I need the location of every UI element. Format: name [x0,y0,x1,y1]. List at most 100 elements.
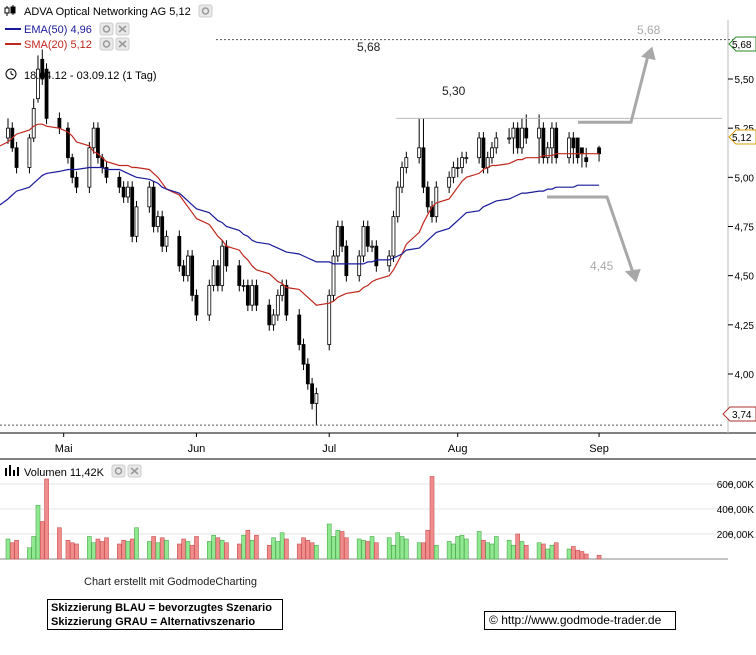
volume-bar [301,537,306,560]
volume-bar [523,544,529,560]
candle-down [344,245,349,277]
volume-bar [489,543,495,560]
volume-bar [386,537,392,560]
volume-bar [164,539,169,560]
y-tick-label: 4,00 [735,370,755,381]
y-tick-label: 4,25 [735,321,755,332]
volume-bar [459,534,465,560]
volume-bar [305,539,311,560]
volume-bar [159,537,165,560]
candle-up [507,137,512,140]
volume-bar [476,531,482,560]
volume-bar [254,534,259,560]
copyright-icon: © [489,613,498,627]
volume-bar [331,536,336,560]
volume-tick-label: 600,00K [717,480,755,491]
x-tick-label: Sep [589,443,609,455]
volume-bar [249,539,255,560]
close-icon[interactable] [115,37,130,51]
candles [6,49,601,426]
target-down-label: 4,45 [590,259,614,273]
candle-down [301,344,306,365]
volume-bar [177,543,182,560]
volume-bar [155,542,161,560]
date-range: 18.04.12 - 03.09.12 (1 Tag) [24,70,157,82]
candle-up [241,285,246,287]
y-tick-label: 4,75 [735,223,755,234]
candle-down [121,186,126,198]
settings-icon[interactable] [111,464,126,478]
price-tag-target: 5,68 [728,36,756,52]
candle-down [267,304,272,326]
volume-bar [579,551,585,560]
candle-down [151,186,156,227]
volume-label: Volumen 11,42K [24,467,105,479]
volume-header: Volumen 11,42K [5,464,142,479]
volume-bar [399,536,405,560]
candle-down [374,245,379,267]
volume-bar [314,544,319,560]
candle-up [400,167,404,188]
candle-up [185,255,190,277]
volume-bar [446,541,452,560]
volume-bar [194,536,199,560]
close-icon[interactable] [115,22,130,36]
volume-bar [451,543,456,560]
candle-up [391,216,396,257]
website-link[interactable]: http://www.godmode-trader.de [501,613,662,627]
candle-up [434,186,439,218]
settings-icon[interactable] [198,4,213,18]
volume-bar [335,529,341,560]
candle-up [567,137,571,159]
candle-up [545,147,550,159]
candle-up [156,216,160,227]
ema-legend-label: EMA(50) 4,96 [24,24,92,36]
volume-bar [583,553,589,560]
volume-bar [541,543,546,560]
price-tag-current-text: 5,12 [732,133,752,144]
volume-bar [35,504,41,560]
volume-bar [404,538,409,560]
volume-bar [134,527,139,560]
candle-up [207,285,212,316]
volume-bar [129,538,135,560]
volume-bar [271,537,276,560]
level-lines [0,39,756,426]
volume-bar [493,536,499,560]
candle-down [194,294,199,316]
volume-bar [5,538,11,560]
candle-down [554,127,559,159]
y-tick-label: 5,50 [735,75,755,86]
volume-bar [27,547,32,560]
volume-bar [219,539,225,560]
volume-bar [425,529,431,560]
volume-bar [309,542,315,560]
candle-down [297,314,302,345]
candle-up [27,137,32,168]
volume-bar [211,534,216,560]
candle-up [134,206,139,237]
price-tag-target-text: 5,68 [732,40,752,51]
close-icon[interactable] [127,464,142,478]
volume-bar [596,554,602,560]
candle-up [550,127,554,149]
candle-down [14,147,19,168]
settings-icon[interactable] [99,37,114,51]
candle-up [147,186,152,208]
candle-down [215,265,220,286]
sma20-line [0,123,600,306]
copyright-box[interactable]: © http://www.godmode-trader.de [484,611,676,630]
volume-bar [356,538,362,560]
volume-bar [44,478,49,560]
candle-down [340,226,344,247]
volume-bars [5,476,602,560]
scenario-down-arrow [547,195,635,274]
volume-bar [185,541,191,560]
volume-bar [553,542,559,560]
candle-down [481,137,486,168]
volume-bar [395,532,401,560]
volume-bar [485,542,490,560]
settings-icon[interactable] [99,22,114,36]
volume-bar [69,542,75,560]
